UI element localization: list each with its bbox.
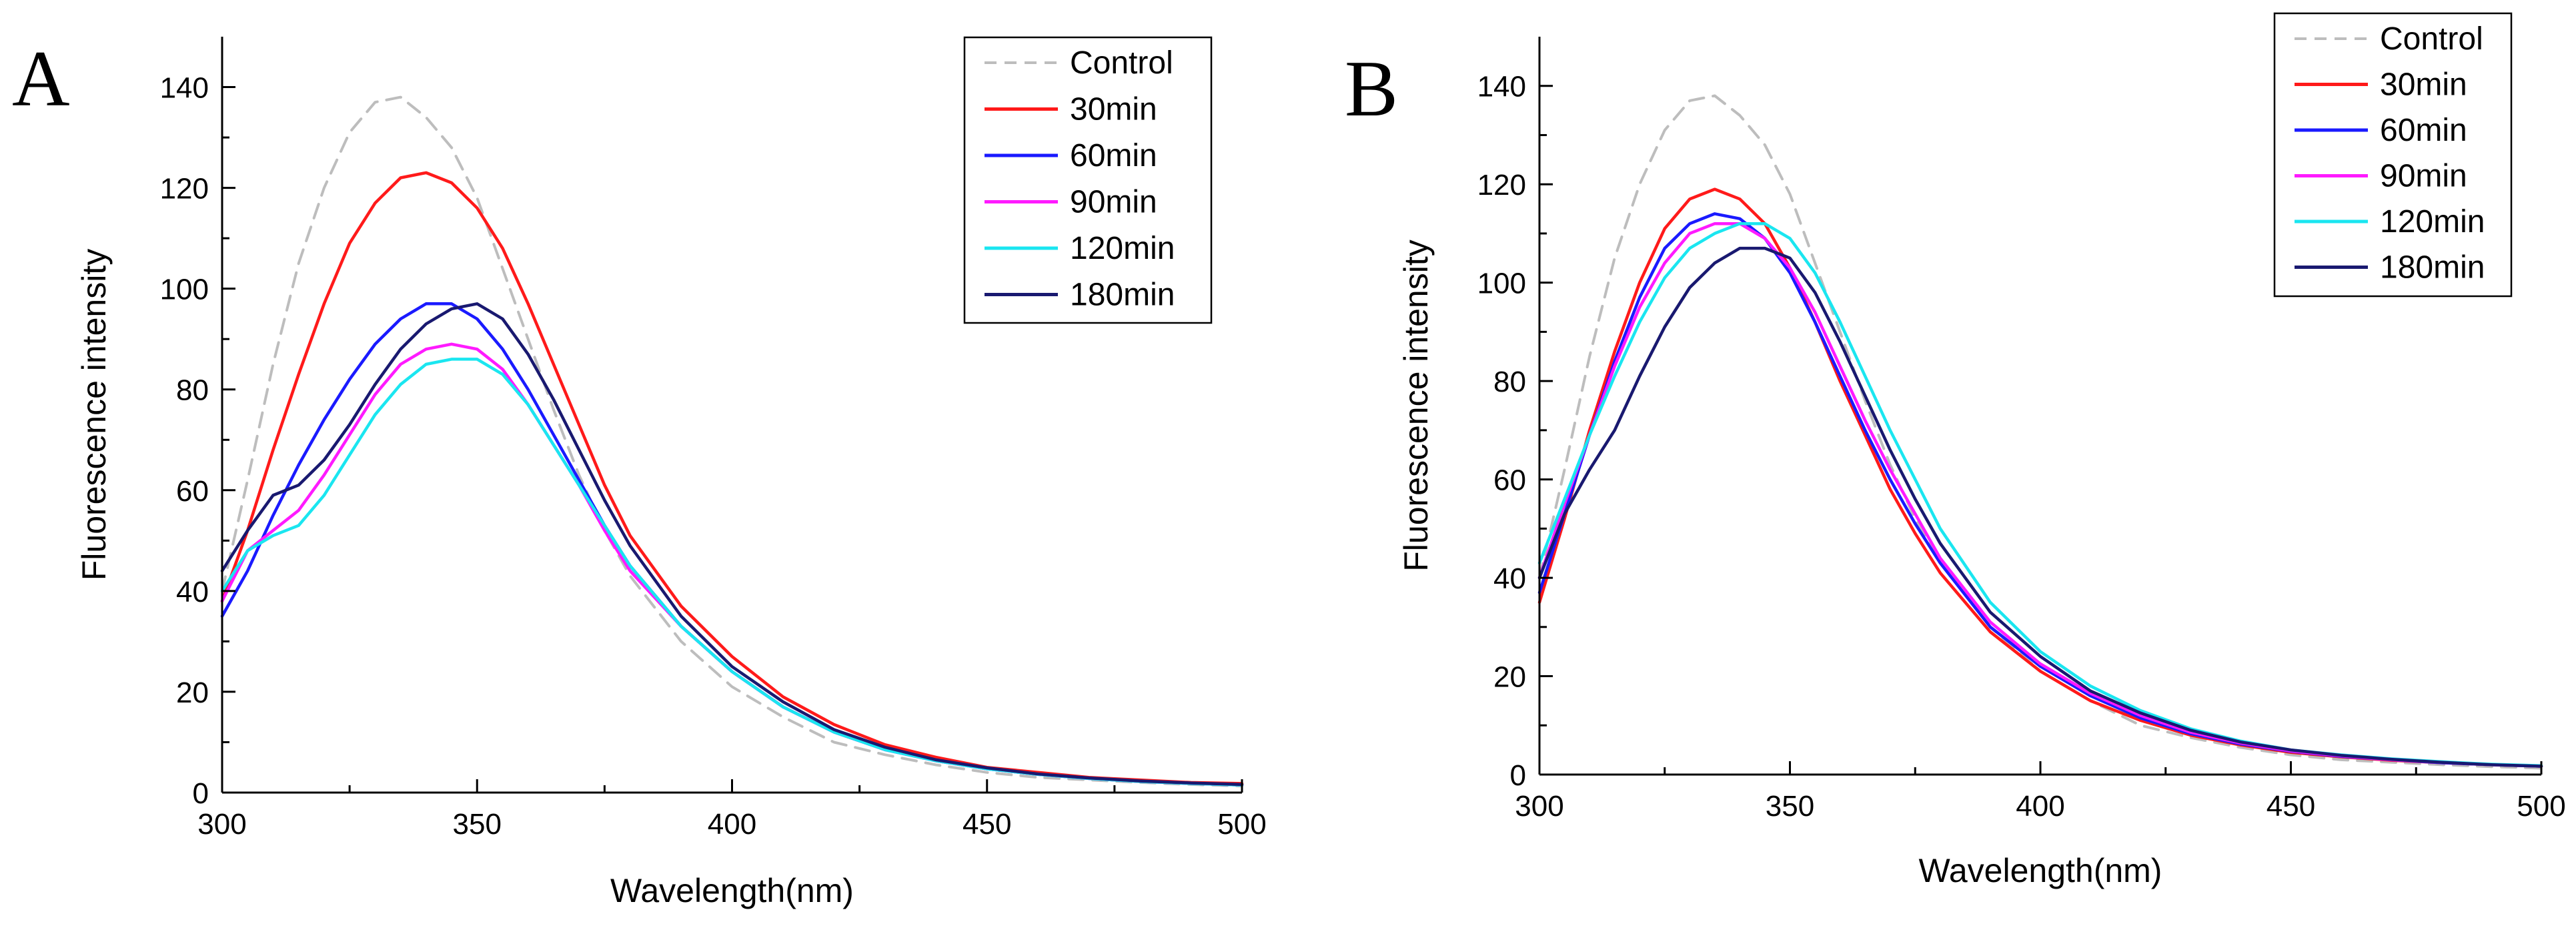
legend-label-30min: 30min [1070,92,1157,127]
x-tick-label: 450 [962,808,1011,841]
panel-label: B [1345,44,1398,133]
legend: Control 30min 60min 90min 120min 180min [963,36,1213,324]
x-tick-label: 400 [2016,790,2064,823]
x-tick-label: 500 [1217,808,1266,841]
legend-label-90min: 90min [2380,159,2467,194]
x-tick-label: 400 [708,808,756,841]
y-tick-label: 60 [1493,464,1526,497]
x-axis-title: Wavelength(nm) [610,872,854,909]
x-tick-label: 300 [1515,790,1563,823]
legend-box [2273,12,2513,298]
y-tick-label: 140 [160,72,209,105]
y-tick-label: 80 [176,374,209,407]
x-tick-label: 350 [1766,790,1814,823]
series-line-60min [220,302,1244,787]
y-tick-label: 20 [176,676,209,709]
series-line-control [221,95,1243,788]
y-tick-label: 120 [160,173,209,205]
series-line-180min [1537,246,2543,768]
legend-box [963,36,1213,324]
legend-label-180min: 180min [1070,278,1175,313]
legend-label-120min: 120min [2380,204,2485,240]
series-line-120min [1537,221,2543,767]
legend-label-30min: 30min [2380,67,2467,103]
y-axis-title: Fluorescence intensity [75,249,113,580]
y-tick-label: 0 [193,777,209,810]
legend-label-120min: 120min [1070,231,1175,266]
legend: Control 30min 60min 90min 120min 180min [2273,12,2513,298]
x-tick-label: 450 [2267,790,2315,823]
y-tick-label: 120 [1477,169,1526,201]
legend-label-90min: 90min [1070,185,1157,220]
x-tick-label: 500 [2517,790,2565,823]
series-line-90min [220,342,1244,787]
legend-label-control: Control [2380,21,2483,57]
chart-panel-a: A 0 20 40 60 80 100 120 140 300 350 400 450 500 Wavele… [12,34,1267,909]
legend-label-60min: 60min [1070,138,1157,173]
chart-panel-b: B 0 20 40 60 80 100 120 140 300 350 400 450 500 Wavele… [1345,12,2566,889]
y-tick-label: 40 [1493,562,1526,595]
series-line-90min [1537,221,2543,768]
y-tick-label: 0 [1510,759,1526,792]
x-tick-label: 300 [197,808,246,841]
legend-label-control: Control [1070,45,1173,81]
y-tick-label: 20 [1493,661,1526,694]
series-line-120min [220,358,1244,787]
y-tick-label: 140 [1477,71,1526,103]
x-tick-label: 350 [453,808,502,841]
y-tick-label: 80 [1493,366,1526,398]
panel-label: A [12,34,70,123]
legend-label-180min: 180min [2380,250,2485,286]
y-axis-title: Fluorescence intensity [1397,240,1435,571]
y-tick-label: 60 [176,475,209,508]
y-tick-label: 100 [160,274,209,306]
legend-label-60min: 60min [2380,113,2467,148]
series-line-180min [220,302,1244,787]
x-axis-title: Wavelength(nm) [1919,852,2162,889]
y-tick-label: 100 [1477,268,1526,300]
series-line-control [1538,94,2543,770]
y-tick-label: 40 [176,576,209,608]
